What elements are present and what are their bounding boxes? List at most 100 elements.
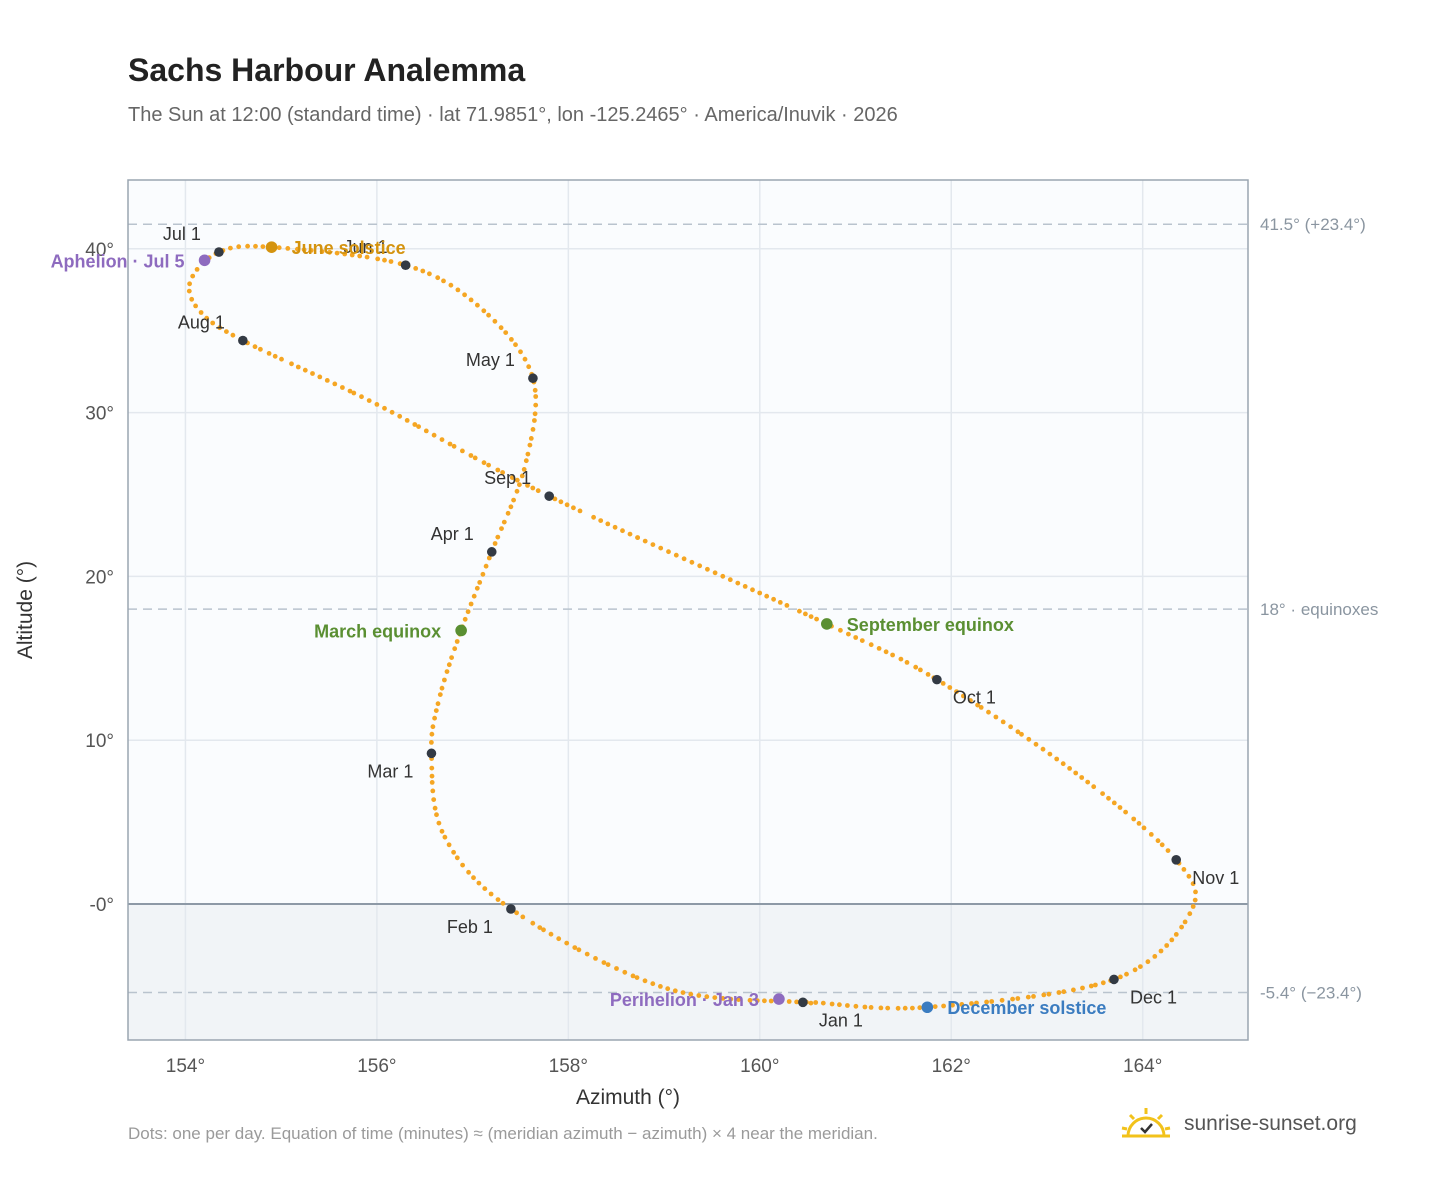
month-marker xyxy=(506,904,516,914)
daily-sun-dot xyxy=(301,247,307,253)
month-marker xyxy=(528,373,538,384)
daily-sun-dot xyxy=(204,315,210,321)
daily-sun-dot xyxy=(635,535,640,540)
daily-sun-dot xyxy=(289,361,294,367)
event-marker xyxy=(455,624,467,637)
daily-sun-dot xyxy=(941,1003,946,1009)
daily-sun-dot xyxy=(508,504,514,510)
daily-sun-dot xyxy=(658,545,664,551)
event-marker xyxy=(921,1001,934,1014)
month-marker-label: Jul 1 xyxy=(163,224,201,244)
daily-sun-dot xyxy=(495,897,501,902)
daily-sun-dot xyxy=(1071,987,1076,993)
daily-sun-dot xyxy=(468,453,474,458)
daily-sun-dot xyxy=(902,1005,908,1011)
daily-sun-dot xyxy=(187,281,193,287)
daily-sun-dot xyxy=(413,266,419,271)
daily-sun-dot xyxy=(245,243,251,249)
daily-sun-dot xyxy=(432,805,438,811)
daily-sun-dot xyxy=(1181,867,1187,872)
daily-sun-dot xyxy=(642,538,648,544)
reference-line-label: -5.4° (−23.4°) xyxy=(1260,983,1362,1002)
daily-sun-dot xyxy=(468,601,474,607)
daily-sun-dot xyxy=(1192,897,1198,903)
daily-sun-dot xyxy=(548,931,554,937)
daily-sun-dot xyxy=(446,842,452,848)
daily-sun-dot xyxy=(1080,985,1085,991)
daily-sun-dot xyxy=(366,398,372,403)
daily-sun-dot xyxy=(513,342,518,348)
daily-sun-dot xyxy=(520,914,526,920)
daily-sun-dot xyxy=(416,424,421,429)
daily-sun-dot xyxy=(1025,994,1031,1000)
event-marker xyxy=(198,254,211,267)
month-marker-label: Feb 1 xyxy=(447,917,493,937)
daily-sun-dot xyxy=(466,869,471,875)
daily-sun-dot xyxy=(359,394,364,400)
daily-sun-dot xyxy=(813,1000,819,1005)
daily-sun-dot xyxy=(437,692,443,697)
daily-sun-dot xyxy=(954,689,959,694)
daily-sun-dot xyxy=(885,1005,891,1011)
daily-sun-dot xyxy=(1093,982,1098,988)
daily-sun-dot xyxy=(444,669,450,674)
daily-sun-dot xyxy=(498,325,504,331)
month-marker xyxy=(400,260,411,270)
event-label: September equinox xyxy=(847,615,1014,635)
daily-sun-dot xyxy=(442,677,447,683)
x-tick-label: 158° xyxy=(549,1056,588,1077)
daily-sun-dot xyxy=(465,609,471,615)
daily-sun-dot xyxy=(1073,770,1079,776)
brand[interactable]: sunrise-sunset.org xyxy=(1120,1104,1357,1144)
daily-sun-dot xyxy=(1060,761,1066,767)
plot-frame xyxy=(127,179,1249,1041)
daily-sun-dot xyxy=(431,797,437,802)
daily-sun-dot xyxy=(451,849,456,855)
daily-sun-dot xyxy=(794,999,799,1005)
month-marker xyxy=(1171,855,1182,865)
daily-sun-dot xyxy=(764,593,770,599)
daily-sun-dot xyxy=(500,470,505,475)
daily-sun-dot xyxy=(577,508,583,514)
y-tick-label: 30° xyxy=(85,404,114,425)
daily-sun-dot xyxy=(969,1001,974,1006)
daily-sun-dot xyxy=(634,975,640,980)
daily-sun-dot xyxy=(527,442,533,448)
daily-sun-dot xyxy=(642,978,648,984)
daily-sun-dot xyxy=(829,1001,835,1007)
daily-sun-dot xyxy=(845,1003,850,1008)
daily-sun-dot xyxy=(757,590,763,596)
daily-sun-dot xyxy=(564,940,570,946)
daily-sun-dot xyxy=(808,1000,814,1006)
daily-sun-dot xyxy=(471,875,476,881)
daily-sun-dot xyxy=(486,555,492,561)
daily-sun-dot xyxy=(705,566,710,572)
daily-sun-dot xyxy=(526,364,532,370)
daily-sun-dot xyxy=(436,820,442,826)
daily-sun-dot xyxy=(913,664,919,670)
daily-sun-dot xyxy=(950,1002,955,1008)
daily-sun-dot xyxy=(253,243,258,249)
daily-sun-dot xyxy=(295,246,300,252)
daily-sun-dot xyxy=(572,945,578,950)
month-marker xyxy=(1109,974,1119,985)
daily-sun-dot xyxy=(975,702,980,708)
daily-sun-dot xyxy=(742,584,748,589)
month-marker-label: May 1 xyxy=(466,350,515,370)
daily-sun-dot xyxy=(771,596,776,602)
daily-sun-dot xyxy=(499,526,504,531)
y-axis-label: Altitude (°) xyxy=(14,561,37,659)
daily-sun-dot xyxy=(260,244,266,250)
daily-sun-dot xyxy=(509,337,514,342)
daily-sun-dot xyxy=(630,973,636,979)
daily-sun-dot xyxy=(505,510,511,516)
month-marker-label: Sep 1 xyxy=(484,468,531,488)
daily-sun-dot xyxy=(334,250,340,256)
daily-sun-dot xyxy=(514,488,520,494)
daily-sun-dot xyxy=(1026,736,1032,742)
daily-sun-dot xyxy=(530,485,536,491)
daily-sun-dot xyxy=(665,986,671,992)
chart-footnote: Dots: one per day. Equation of time (min… xyxy=(128,1124,878,1143)
daily-sun-dot xyxy=(720,573,726,579)
daily-sun-dot xyxy=(319,249,325,254)
